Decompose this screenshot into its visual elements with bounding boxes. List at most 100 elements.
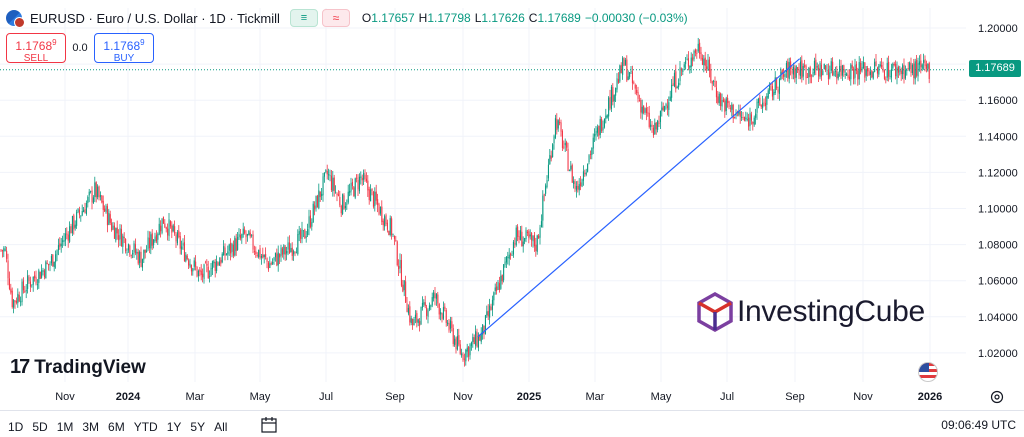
candle bbox=[53, 261, 55, 272]
candle bbox=[108, 209, 110, 226]
symbol-title[interactable]: EURUSD · Euro / U.S. Dollar · 1D · Tickm… bbox=[30, 10, 280, 26]
candle bbox=[854, 58, 856, 85]
tradingview-watermark: 17 TradingView bbox=[10, 356, 146, 379]
timeframe-1d[interactable]: 1D bbox=[8, 419, 24, 434]
us-flag-event-icon[interactable] bbox=[918, 362, 938, 382]
candle bbox=[246, 233, 248, 242]
buy-label: BUY bbox=[113, 53, 135, 64]
candle bbox=[336, 192, 338, 202]
candle bbox=[797, 66, 799, 73]
utc-clock[interactable]: 09:06:49 UTC bbox=[941, 418, 1016, 432]
candle bbox=[307, 223, 309, 237]
compare-icon[interactable]: ≈ bbox=[321, 9, 350, 27]
candle bbox=[528, 229, 530, 244]
candle bbox=[815, 53, 817, 76]
candle bbox=[909, 61, 911, 72]
candle bbox=[640, 97, 642, 119]
candle bbox=[841, 64, 843, 81]
candle bbox=[181, 240, 183, 255]
candle bbox=[318, 183, 320, 210]
candle bbox=[441, 312, 443, 323]
candle bbox=[263, 254, 265, 264]
candle bbox=[279, 253, 281, 265]
candle bbox=[927, 63, 929, 72]
candle bbox=[643, 105, 645, 115]
candle bbox=[283, 244, 285, 260]
candle bbox=[206, 259, 208, 273]
candle bbox=[217, 261, 219, 267]
buy-button[interactable]: 1.17689 BUY bbox=[94, 33, 154, 64]
candle bbox=[167, 223, 169, 241]
candle bbox=[147, 230, 149, 252]
market-status-icon[interactable]: ≡ bbox=[289, 9, 318, 27]
timeframe-1m[interactable]: 1M bbox=[56, 419, 74, 434]
candle bbox=[685, 56, 687, 70]
candle bbox=[94, 176, 96, 203]
candle bbox=[200, 264, 202, 281]
candle bbox=[270, 261, 272, 266]
candle bbox=[704, 51, 706, 71]
candle bbox=[504, 256, 506, 268]
candle bbox=[351, 178, 353, 190]
candle bbox=[123, 232, 125, 244]
candle bbox=[624, 57, 626, 66]
candle bbox=[73, 213, 75, 235]
candle bbox=[424, 295, 426, 309]
settings-gear-icon[interactable] bbox=[990, 390, 1004, 404]
candle bbox=[416, 310, 418, 328]
candle bbox=[402, 279, 404, 293]
candle bbox=[886, 57, 888, 82]
candle bbox=[916, 55, 918, 78]
candle bbox=[634, 83, 636, 95]
timeframe-3m[interactable]: 3M bbox=[82, 419, 100, 434]
candle bbox=[762, 95, 764, 114]
candle bbox=[694, 48, 696, 57]
candle bbox=[748, 113, 750, 131]
candle bbox=[547, 158, 549, 182]
timeframe-5y[interactable]: 5Y bbox=[190, 419, 206, 434]
candle bbox=[393, 235, 395, 246]
candle bbox=[109, 210, 111, 226]
date-range-calendar-icon[interactable] bbox=[259, 416, 279, 434]
candle bbox=[241, 233, 243, 244]
candle bbox=[337, 190, 339, 197]
sell-button[interactable]: 1.17689 SELL bbox=[6, 33, 66, 64]
candle bbox=[45, 260, 47, 279]
candle bbox=[595, 125, 597, 141]
candle bbox=[718, 91, 720, 106]
candle bbox=[21, 278, 23, 306]
candle bbox=[678, 78, 680, 90]
candle bbox=[10, 283, 12, 295]
candle bbox=[630, 65, 632, 74]
candle bbox=[238, 228, 240, 240]
candle bbox=[136, 248, 138, 260]
candle bbox=[497, 280, 499, 291]
candle bbox=[693, 49, 695, 62]
timeframe-5d[interactable]: 5D bbox=[32, 419, 48, 434]
timeframe-ytd[interactable]: YTD bbox=[133, 419, 158, 434]
candle bbox=[192, 267, 194, 276]
trendline-layer[interactable] bbox=[477, 58, 801, 338]
buy-price: 1.1768 bbox=[103, 39, 141, 53]
timeframe-6m[interactable]: 6M bbox=[108, 419, 125, 434]
candle bbox=[399, 253, 401, 274]
candle bbox=[420, 306, 422, 325]
candle bbox=[92, 195, 94, 205]
timeframe-1y[interactable]: 1Y bbox=[166, 419, 182, 434]
candle bbox=[883, 69, 885, 81]
candle bbox=[83, 207, 85, 213]
candle bbox=[435, 292, 437, 306]
timeframe-all[interactable]: All bbox=[214, 419, 228, 434]
candle bbox=[252, 230, 254, 254]
candle bbox=[155, 230, 157, 244]
candle bbox=[759, 94, 761, 106]
candle bbox=[557, 119, 559, 132]
candle bbox=[626, 55, 628, 83]
candle bbox=[882, 61, 884, 73]
candle bbox=[606, 114, 608, 119]
time-axis[interactable]: Nov 2024 Mar May Jul Sep Nov 2025 Mar May Jul Sep No… bbox=[55, 391, 942, 403]
ascending-trendline[interactable] bbox=[477, 58, 801, 338]
candle bbox=[265, 247, 267, 260]
candle bbox=[493, 291, 495, 306]
